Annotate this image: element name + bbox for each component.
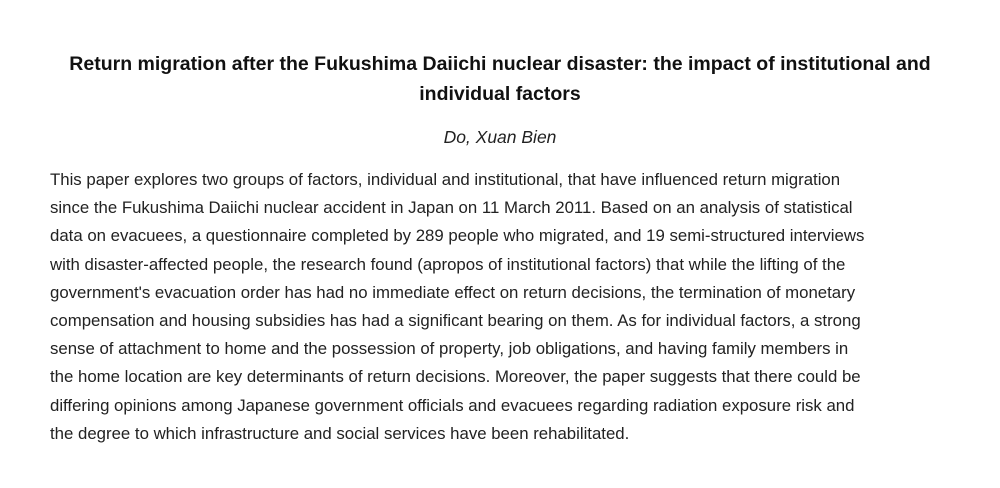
abstract-line: since the Fukushima Daiichi nuclear acci…: [50, 198, 853, 218]
abstract-line: data on evacuees, a questionnaire comple…: [50, 226, 865, 246]
abstract-line: the degree to which infrastructure and s…: [50, 423, 630, 443]
paper-abstract: This paper explores two groups of factor…: [50, 166, 950, 448]
abstract-line: government's evacuation order has had no…: [50, 282, 856, 302]
abstract-line: sense of attachment to home and the poss…: [50, 339, 849, 359]
abstract-line: This paper explores two groups of factor…: [50, 170, 841, 189]
abstract-line: compensation and housing subsidies has h…: [50, 311, 861, 331]
abstract-line: differing opinions among Japanese govern…: [50, 395, 855, 415]
paper-author: Do, Xuan Bien: [443, 127, 557, 147]
paper-title: Return migration after the Fukushima Dai…: [69, 53, 931, 105]
abstract-line: with disaster-affected people, the resea…: [50, 254, 846, 274]
abstract-line: the home location are key determinants o…: [50, 367, 861, 387]
